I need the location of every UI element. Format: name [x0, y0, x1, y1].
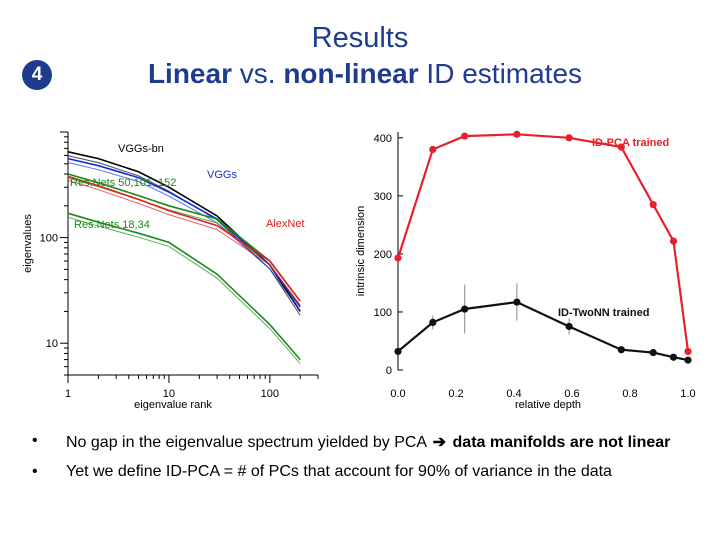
bullet-1-text: No gap in the eigenvalue spectrum yielde… — [66, 434, 431, 451]
y-axis-label: intrinsic dimension — [355, 206, 367, 296]
subtitle-rest: ID estimates — [418, 58, 583, 89]
subtitle-vs: vs. — [231, 58, 284, 89]
x-tick-label: 0.8 — [622, 388, 637, 400]
y-tick-label: 10 — [46, 338, 58, 350]
data-point — [565, 322, 573, 331]
arrow-right-icon: ➔ — [432, 434, 447, 451]
data-point — [394, 254, 402, 262]
x-axis-label: eigenvalue rank — [134, 399, 212, 411]
bullet-marker: • — [32, 432, 38, 449]
y-tick-label: 100 — [40, 233, 58, 245]
series-annotation: VGGs-bn — [118, 143, 164, 155]
x-tick-label: 0.2 — [448, 388, 463, 400]
data-point — [513, 298, 521, 306]
x-tick-label: 0.0 — [390, 388, 405, 400]
data-point — [649, 200, 657, 209]
series-line-4 — [67, 212, 301, 361]
eigenvalue-spectrum-chart: 1 10 100 10 100 eigenvalue rank eigenvalues VGG… — [22, 131, 319, 411]
data-point — [429, 318, 437, 326]
data-point — [669, 353, 678, 361]
data-point — [565, 134, 573, 142]
y-axis-label: eigenvalues — [22, 214, 34, 273]
series-line-3-replicate — [67, 179, 301, 306]
subtitle-linear: Linear — [147, 58, 232, 89]
data-point — [513, 130, 521, 138]
series-line-2 — [67, 173, 301, 302]
x-axis-label: relative depth — [515, 399, 581, 411]
bullet-1-conclusion: data manifolds are not linear — [452, 434, 671, 451]
y-tick-label: 400 — [374, 133, 392, 145]
data-point — [429, 145, 437, 154]
series-annotation: AlexNet — [266, 218, 305, 230]
series-line-4-replicate — [67, 216, 301, 364]
bullet-item-2: • Yet we define ID-PCA = # of PCs that a… — [28, 463, 708, 481]
series-line-1-replicate — [67, 162, 301, 312]
data-point — [684, 347, 692, 356]
data-point — [461, 305, 469, 313]
y-tick-label: 0 — [386, 365, 392, 377]
bullet-item-1: • No gap in the eigenvalue spectrum yiel… — [28, 432, 708, 452]
data-point — [617, 346, 625, 354]
x-tick-label: 10 — [163, 388, 175, 400]
data-point — [669, 237, 678, 245]
bullet-marker: • — [32, 463, 38, 480]
legend-label-id-twonn: ID-TwoNN trained — [558, 307, 649, 319]
data-point — [684, 356, 692, 364]
intrinsic-dimension-chart: 0 100 200 300 400 0.0 0.2 0.4 0.6 0.8 1.0 relative … — [355, 130, 696, 411]
x-tick-label: 1 — [65, 388, 71, 400]
data-point — [394, 347, 402, 356]
series-line-3 — [67, 175, 301, 302]
x-tick-label: 1.0 — [680, 388, 695, 400]
y-tick-label: 300 — [374, 191, 392, 203]
x-tick-label: 100 — [261, 388, 279, 400]
y-tick-label: 100 — [374, 307, 392, 319]
data-point — [649, 348, 657, 357]
series-annotation: VGGs — [207, 169, 237, 181]
bullet-2-text: Yet we define ID-PCA = # of PCs that acc… — [66, 463, 612, 480]
slide-number-badge: 4 — [22, 60, 52, 90]
bullet-list: • No gap in the eigenvalue spectrum yiel… — [28, 432, 708, 492]
slide-subtitle: Linear vs. non-linear ID estimates — [130, 58, 600, 90]
legend-label-id-pca: ID-PCA trained — [592, 137, 669, 149]
series-annotation: Res.Nets 50,101, 152 — [70, 177, 176, 189]
series-annotation: Res.Nets 18,34 — [74, 219, 150, 231]
x-tick-label: 0.6 — [564, 388, 579, 400]
x-tick-label: 0.4 — [506, 388, 521, 400]
data-point — [461, 132, 469, 140]
data-point — [617, 143, 625, 151]
series-line-0 — [67, 151, 301, 312]
subtitle-nonlinear: non-linear — [283, 58, 419, 89]
y-tick-label: 200 — [374, 249, 392, 261]
